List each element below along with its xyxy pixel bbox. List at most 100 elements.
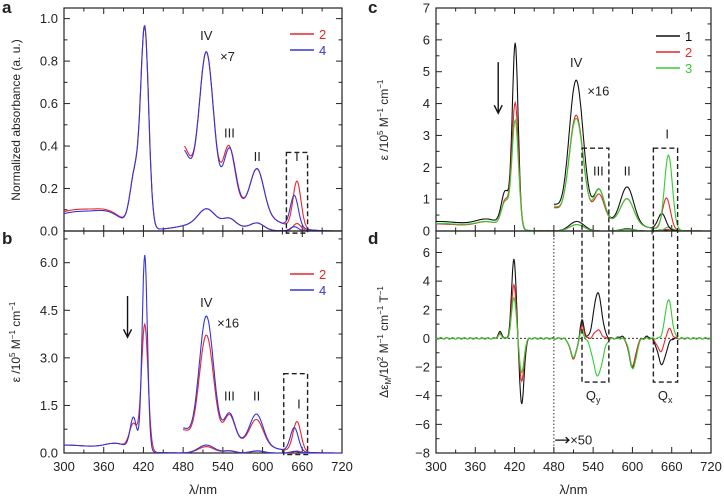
x-tick-label: 360 xyxy=(93,459,115,474)
x-tick-label: 480 xyxy=(543,459,565,474)
y-axis-label-part: −1 xyxy=(376,108,385,118)
legend-label: 1 xyxy=(685,29,692,44)
band-label: III xyxy=(224,126,235,141)
y-tick-label: 5 xyxy=(423,64,430,79)
arrowhead-icon xyxy=(493,104,503,115)
y-axis-label-part: ε /10 xyxy=(9,357,23,383)
highlight-box xyxy=(581,147,610,383)
y-tick-label: 0.4 xyxy=(40,139,58,154)
band-label: II xyxy=(253,389,260,404)
y-tick-label: 6.0 xyxy=(40,255,58,270)
y-tick-label: 2 xyxy=(423,302,430,317)
qy-label: Qy xyxy=(586,388,601,405)
band-label: II xyxy=(624,163,631,178)
y-tick-label: 3.0 xyxy=(40,350,58,365)
y-axis-label-part: Normalized absorbance (a. u.) xyxy=(9,39,23,200)
y-tick-label: 0.0 xyxy=(40,446,58,461)
y-axis-label-part: M xyxy=(377,343,391,356)
y-tick-label: −8 xyxy=(415,446,430,461)
x-tick-label: 420 xyxy=(504,459,526,474)
legend-label: 3 xyxy=(685,61,692,76)
highlight-box xyxy=(285,151,309,234)
band-label: ×16 xyxy=(217,316,239,331)
series-line-116 xyxy=(553,79,711,232)
panel-letter: b xyxy=(2,229,12,248)
x-tick-label: 360 xyxy=(464,459,486,474)
panel-letter: c xyxy=(368,0,377,17)
y-axis-label-part: T xyxy=(377,295,391,306)
y-axis-label-part: ε /10 xyxy=(377,135,391,161)
y-axis-label-part: cm xyxy=(377,89,391,108)
series-line-47 xyxy=(184,51,342,232)
series-line-1 xyxy=(436,42,711,232)
y-axis-label-part: −1 xyxy=(376,305,385,315)
band-label: III xyxy=(593,163,604,178)
series-line-4 xyxy=(64,254,342,454)
y-axis-label-part: 5 xyxy=(376,130,385,135)
y-axis-label-part: M xyxy=(377,117,391,130)
panel-a: a 0.0 0.2 0.4 0.6 0.8 1.0 Normalized absorbance… xyxy=(2,0,343,239)
series-line-3 xyxy=(436,118,711,232)
panel-letter: a xyxy=(2,0,12,17)
q-letter: Q xyxy=(586,388,596,403)
y-axis-label-part: −1 xyxy=(8,301,17,311)
series-line-2 xyxy=(63,24,342,232)
band-label: IV xyxy=(200,28,213,43)
series-line-216 xyxy=(183,334,342,454)
y-tick-label: 2 xyxy=(423,160,430,175)
legend-label: 4 xyxy=(319,283,326,298)
legend-label: 4 xyxy=(319,43,326,58)
legend-label: 2 xyxy=(319,27,326,42)
y-tick-label: 4.5 xyxy=(40,303,58,318)
y-axis-label-part: Δε xyxy=(377,384,391,398)
band-label: III xyxy=(224,389,235,404)
x-tick-label: 660 xyxy=(291,459,313,474)
y-tick-label: −6 xyxy=(415,417,430,432)
y-tick-label: 0.2 xyxy=(40,181,58,196)
series-line-316 xyxy=(553,117,711,232)
qx-label: Qx xyxy=(658,388,673,405)
y-axis-label-part: 5 xyxy=(8,352,17,357)
y-axis-label-part: cm xyxy=(377,315,391,334)
x-axis-label: λ/nm xyxy=(559,482,587,497)
y-axis-label-part: −1 xyxy=(376,334,385,344)
band-label: IV xyxy=(200,295,213,310)
x-tick-label: 600 xyxy=(252,459,274,474)
y-axis-label-part: cm xyxy=(9,311,23,330)
y-tick-label: 3 xyxy=(423,128,430,143)
band-label: I xyxy=(297,397,301,412)
y-tick-label: 0 xyxy=(423,224,430,239)
y-tick-label: 0 xyxy=(423,331,430,346)
series-line-27 xyxy=(184,50,342,232)
q-letter: Q xyxy=(658,388,668,403)
y-tick-label: 4 xyxy=(423,274,430,289)
y-axis-label-part: −1 xyxy=(8,330,17,340)
right-arrow-icon xyxy=(555,436,570,444)
y-axis-label-part: 2 xyxy=(376,356,385,361)
y-tick-label: 6 xyxy=(423,32,430,47)
y-axis-label: ΔεM/102 M−1 cm−1 T−1 xyxy=(376,286,393,398)
panel-b: b 300 360 420 480 540 600 660 720 λ/nm 0.0 1.5 3.0 4.… xyxy=(2,229,353,497)
y-axis-label-part: M xyxy=(9,339,23,352)
highlight-box xyxy=(283,373,309,456)
series-line-4 xyxy=(63,24,342,232)
y-tick-label: 0.8 xyxy=(40,54,58,69)
series-line-216 xyxy=(553,114,711,232)
x-tick-label: 660 xyxy=(661,459,683,474)
q-subscript: y xyxy=(596,395,601,405)
x-tick-label: 600 xyxy=(622,459,644,474)
y-tick-label: 1 xyxy=(423,192,430,207)
plot-frame xyxy=(63,230,343,454)
series-line-416 xyxy=(183,315,342,454)
band-label: I xyxy=(295,149,299,164)
x-tick-label: 480 xyxy=(172,459,194,474)
x-axis-label: λ/nm xyxy=(189,482,217,497)
y-tick-label: 1.0 xyxy=(40,11,58,26)
legend-label: 2 xyxy=(685,45,692,60)
y-tick-label: 4 xyxy=(423,96,430,111)
y-tick-label: 7 xyxy=(423,1,430,16)
y-tick-label: 0.0 xyxy=(40,224,58,239)
x-tick-label: 300 xyxy=(425,459,447,474)
